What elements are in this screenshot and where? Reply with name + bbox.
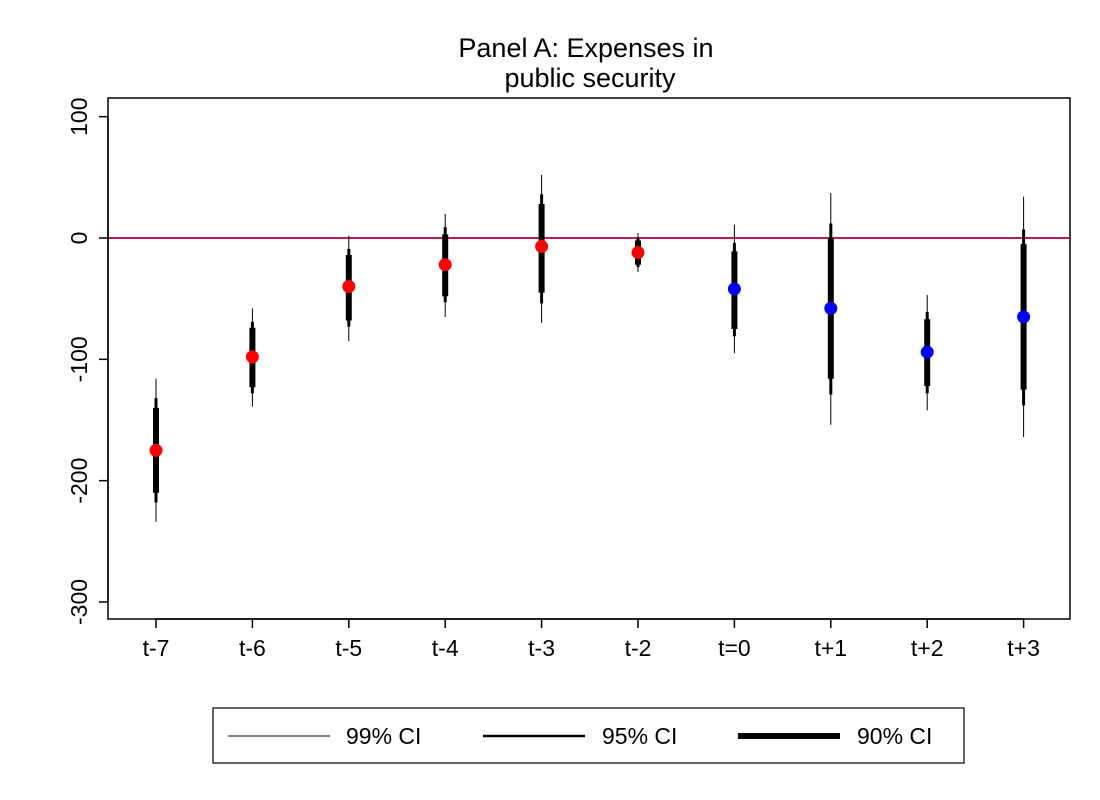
x-tick-label: t-5 xyxy=(335,635,362,661)
estimate-point xyxy=(149,443,163,457)
estimate-point xyxy=(920,345,934,359)
x-tick-label: t-6 xyxy=(239,635,266,661)
legend-label: 95% CI xyxy=(602,723,677,749)
y-tick-label: -300 xyxy=(66,579,92,625)
x-tick-label: t+3 xyxy=(1007,635,1040,661)
y-tick-label: -100 xyxy=(66,336,92,382)
x-tick-label: t-2 xyxy=(625,635,652,661)
estimate-point xyxy=(342,280,356,294)
y-tick-label: 0 xyxy=(66,232,92,245)
y-tick-label: -200 xyxy=(66,458,92,504)
x-tick-label: t-4 xyxy=(432,635,459,661)
estimate-point xyxy=(631,246,645,260)
estimate-point xyxy=(438,258,452,272)
chart-title-line-2: public security xyxy=(504,63,676,93)
x-tick-label: t-3 xyxy=(528,635,555,661)
estimate-point xyxy=(824,301,838,315)
chart-title-line-1: Panel A: Expenses in xyxy=(458,33,713,63)
x-tick-label: t-7 xyxy=(143,635,170,661)
y-tick-label: 100 xyxy=(66,97,92,135)
legend-label: 90% CI xyxy=(857,723,932,749)
estimate-point xyxy=(535,239,549,253)
estimate-point xyxy=(727,282,741,296)
x-tick-label: t=0 xyxy=(718,635,751,661)
estimate-point xyxy=(245,350,259,364)
legend-label: 99% CI xyxy=(346,723,421,749)
x-tick-label: t+1 xyxy=(814,635,847,661)
x-tick-label: t+2 xyxy=(911,635,944,661)
estimate-point xyxy=(1017,310,1031,324)
